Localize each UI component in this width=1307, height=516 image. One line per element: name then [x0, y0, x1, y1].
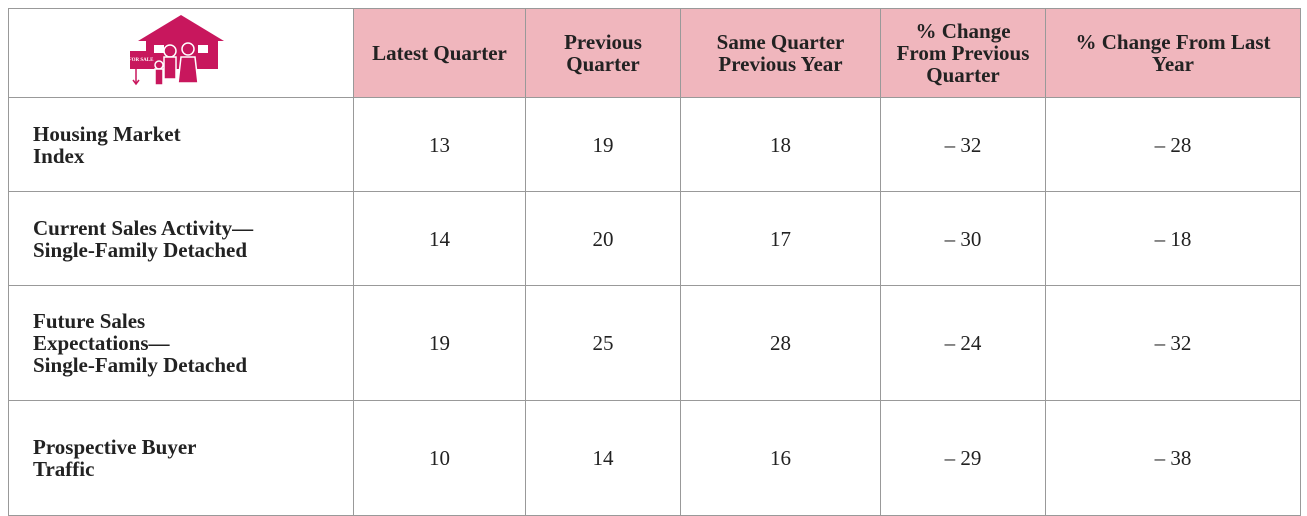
- cell: – 38: [1045, 400, 1301, 516]
- cell: – 24: [880, 285, 1046, 401]
- cell: 18: [680, 97, 881, 192]
- table-row: Current Sales Activity— Single-Family De…: [8, 191, 1301, 286]
- cell: – 29: [880, 400, 1046, 516]
- cell: 19: [525, 97, 681, 192]
- cell: – 32: [1045, 285, 1301, 401]
- house-icon: FOR SALE: [129, 15, 224, 86]
- header-row: FOR SALE Latest Quarter Previous Quarter S…: [8, 8, 1301, 98]
- table-row: Prospective Buyer Traffic 10 14 16– 29– 38: [8, 400, 1301, 516]
- cell: 14: [525, 400, 681, 516]
- cell: – 28: [1045, 97, 1301, 192]
- column-header: Previous Quarter: [525, 8, 681, 98]
- table-row: Future Sales Expectations— Single-Family…: [8, 285, 1301, 401]
- cell: 25: [525, 285, 681, 401]
- cell: – 18: [1045, 191, 1301, 286]
- row-label: Prospective Buyer Traffic: [8, 400, 354, 516]
- table-body: FOR SALE Latest Quarter Previous Quarter S…: [8, 8, 1301, 516]
- column-header: % Change From Last Year: [1045, 8, 1301, 98]
- housing-table: FOR SALE Latest Quarter Previous Quarter S…: [8, 8, 1301, 516]
- cell: 16: [680, 400, 881, 516]
- cell: 28: [680, 285, 881, 401]
- column-header: Same Quarter Previous Year: [680, 8, 881, 98]
- cell: 10: [353, 400, 526, 516]
- sign-text: FOR SALE: [129, 58, 155, 63]
- cell: – 32: [880, 97, 1046, 192]
- cell: 17: [680, 191, 881, 286]
- column-header: Latest Quarter: [353, 8, 526, 98]
- row-label: Housing Market Index: [8, 97, 354, 192]
- cell: 20: [525, 191, 681, 286]
- table-row: Housing Market Index 13 19 18– 32– 28: [8, 97, 1301, 192]
- row-label: Future Sales Expectations— Single-Family…: [8, 285, 354, 401]
- cell: – 30: [880, 191, 1046, 286]
- column-header: % Change From Previous Quarter: [880, 8, 1046, 98]
- cell: 19: [353, 285, 526, 401]
- cell: 13: [353, 97, 526, 192]
- row-label: Current Sales Activity— Single-Family De…: [8, 191, 354, 286]
- cell: 14: [353, 191, 526, 286]
- icon-cell: FOR SALE: [8, 8, 354, 98]
